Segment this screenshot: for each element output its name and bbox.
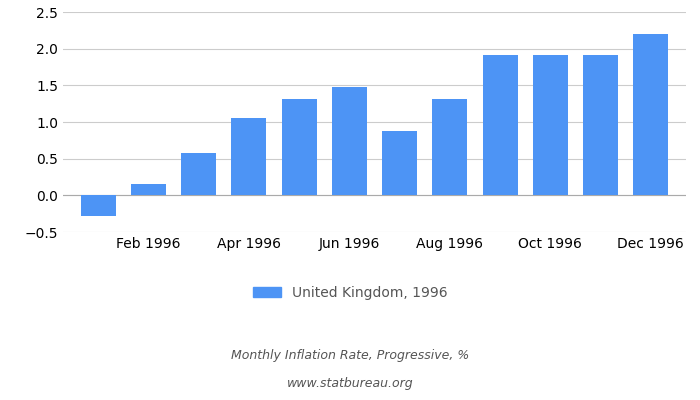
Bar	[80, 195, 116, 216]
Bar	[583, 55, 618, 195]
Bar	[332, 87, 367, 195]
Bar	[382, 131, 417, 195]
Legend: United Kingdom, 1996: United Kingdom, 1996	[247, 280, 453, 305]
Bar	[131, 184, 166, 195]
Bar	[231, 118, 267, 195]
Bar	[482, 55, 518, 195]
Bar	[634, 34, 668, 195]
Text: www.statbureau.org: www.statbureau.org	[287, 378, 413, 390]
Bar	[533, 55, 568, 195]
Bar	[281, 98, 316, 195]
Bar	[433, 98, 468, 195]
Bar	[181, 153, 216, 195]
Text: Monthly Inflation Rate, Progressive, %: Monthly Inflation Rate, Progressive, %	[231, 350, 469, 362]
